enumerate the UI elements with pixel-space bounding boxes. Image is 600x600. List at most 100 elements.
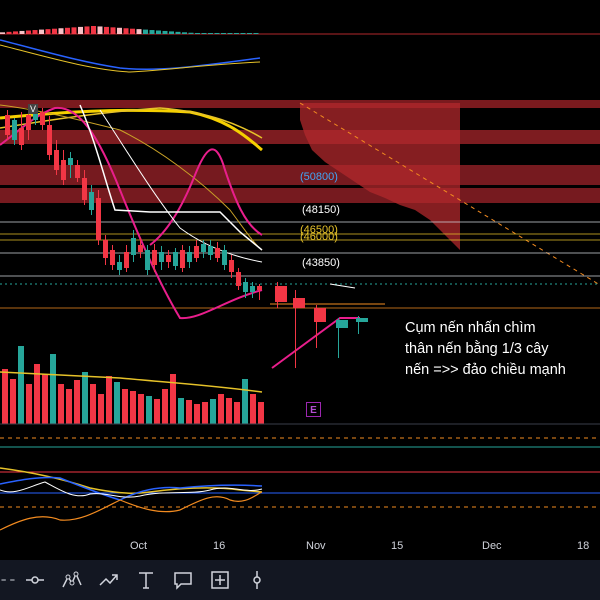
candle-body [243,282,248,292]
annotation-line-1: Cụm nến nhấn chìm [405,320,536,336]
oscillator-bar [253,33,259,34]
candle-body [47,125,52,155]
oscillator-bar [162,30,168,34]
callout-icon[interactable] [164,560,201,600]
oscillator-bar [110,27,116,34]
candle-body [236,272,241,286]
oscillator-bar [97,26,103,34]
candle-body [152,250,157,265]
oscillator-bar [104,26,109,34]
candle-body [96,198,101,240]
cursor-icon[interactable] [0,560,16,600]
volume-bar [250,394,256,424]
candle-body [257,286,262,290]
candle-body [124,252,129,268]
candle-body [187,252,192,262]
volume-bar [202,402,208,424]
candle-body [194,246,199,258]
oscillator-bar [156,30,161,34]
volume-bar [26,384,32,424]
volume-bar [114,382,120,424]
candles [5,104,368,368]
volume-bar [162,389,168,424]
candle-body [159,252,164,262]
oscillator-bar [130,28,135,34]
time-label-oct: Oct [130,540,148,552]
volume-bar [82,372,88,424]
candle-body [33,110,38,120]
oscillator-bar [234,33,239,34]
annotation-line-3: nến =>> đảo chiều mạnh [405,362,566,378]
candle-body [275,286,287,302]
text-icon[interactable] [127,560,164,600]
time-label-nov: Nov [306,540,326,552]
volume-bar [138,394,144,424]
candle-body [75,165,80,178]
oscillator-bar [214,33,220,34]
volume-bar [146,396,152,424]
volume-bar [218,394,224,424]
time-label-16: 16 [213,540,226,552]
measure-icon[interactable] [201,560,238,600]
oscillator-bar [26,30,31,34]
oscillator-bar [169,31,174,34]
annotation-line-2: thân nến bằng 1/3 cây [405,341,549,357]
candle-body [201,244,206,252]
oscillator-bar [71,27,77,34]
price-level-46500: (46500) [300,224,338,236]
candle-body [222,250,227,265]
version-marker: V [28,104,39,114]
volume-bar [178,398,184,424]
candle-body [314,308,326,322]
oscillator-bar [58,28,64,34]
time-label-18: 18 [577,540,590,552]
candle-body [131,238,136,255]
candle-body [19,128,24,145]
bottom-oscillator [0,423,600,531]
candle-body [356,318,368,322]
path-icon[interactable] [90,560,127,600]
pattern-icon[interactable] [53,560,90,600]
oscillator-bar [52,28,57,34]
volume-bar [50,354,56,424]
oscillator-bar [195,33,200,34]
earnings-event-marker[interactable]: E [306,402,321,417]
time-label-15: 15 [391,540,404,552]
volume-bar [226,398,232,424]
top-oscillator [0,26,600,73]
resistance-zones [0,100,600,286]
candle-body [40,112,45,125]
oscillator-bar [208,33,213,34]
volume-bar [90,384,96,424]
price-level-46000: (46000) [300,231,338,243]
volume-bar [10,379,16,424]
chart-canvas[interactable] [0,0,600,560]
candle-body [61,160,66,180]
candle-body [138,245,143,252]
oscillator-bar [84,26,90,34]
volume-bar [258,402,264,424]
oscillator-bar [123,28,129,34]
oscillator-bar [136,29,142,34]
candle-body [82,178,87,200]
chart-area[interactable]: V (50800) (48150) (46500) (46000) (43850… [0,0,600,560]
annotation-note[interactable]: Cụm nến nhấn chìm thân nến bằng 1/3 cây … [405,318,595,381]
horizontal-line-icon[interactable] [16,560,53,600]
oscillator-bar [240,33,246,34]
vertical-line-icon[interactable] [238,560,275,600]
volume-bar [234,402,240,424]
candle-body [89,192,94,210]
volume-bar [194,404,200,424]
volume-bar [170,374,176,424]
oscillator-bar [6,31,12,34]
volume-bar [74,380,80,424]
oscillator-bar [32,30,38,34]
oscillator-bar [227,33,233,34]
volume-ma [0,371,263,393]
candle-body [12,120,17,140]
price-level-48150: (48150) [302,204,340,216]
oscillator-bar [188,32,194,34]
price-level-43850: (43850) [302,257,340,269]
volume-bar [66,389,72,424]
oscillator-bar [78,26,83,34]
